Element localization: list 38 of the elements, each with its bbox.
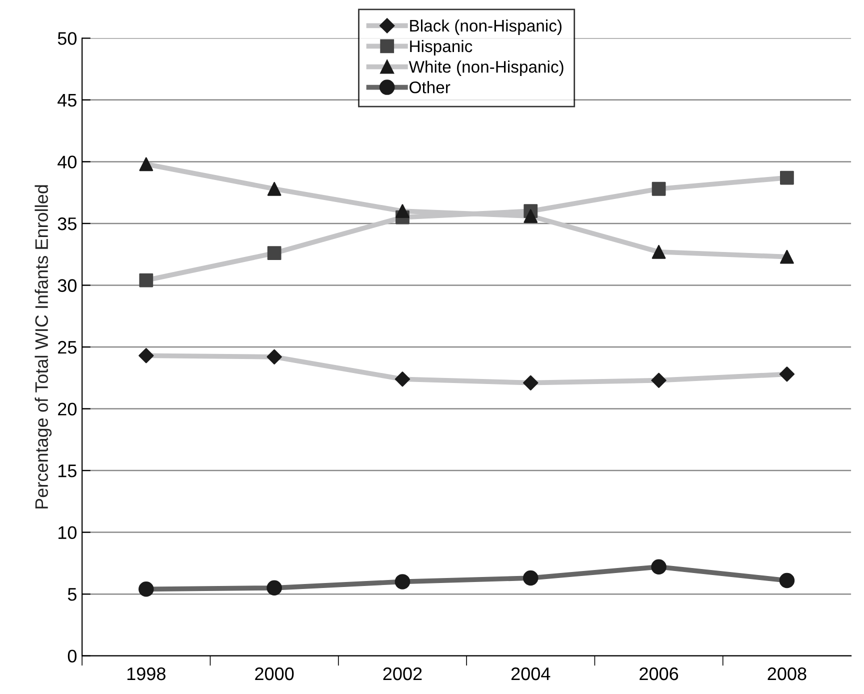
y-tick-label: 10: [58, 526, 77, 540]
x-tick-label: 2004: [511, 667, 550, 680]
legend-label: Hispanic: [410, 40, 472, 56]
y-axis-title: Percentage of Total WIC Infants Enrolled: [34, 185, 52, 508]
point: [267, 182, 282, 196]
x-tick-label: 2000: [255, 667, 294, 680]
point: [523, 375, 538, 390]
y-tick-label: 0: [68, 650, 77, 663]
y-tick-label: 35: [58, 217, 76, 230]
y-tick-label: 50: [58, 32, 77, 45]
legend-label: Black (non-Hispanic): [410, 19, 562, 35]
point: [652, 182, 666, 196]
x-tick-label: 1998: [127, 667, 166, 680]
y-tick-label: 45: [58, 94, 76, 107]
point: [524, 209, 538, 223]
y-tick-label: 25: [58, 340, 76, 354]
point: [780, 250, 794, 264]
y-tick-label: 15: [58, 464, 76, 478]
x-tick-label: 2002: [383, 667, 422, 680]
y-tick-label: 20: [58, 402, 77, 416]
point: [652, 244, 666, 259]
legend-label: Other: [410, 81, 450, 94]
x-tick-label: 2006: [640, 667, 678, 680]
y-tick-label: 30: [58, 279, 77, 292]
point: [396, 204, 410, 218]
point: [139, 157, 154, 172]
y-tick-label: 5: [68, 588, 76, 601]
point: [779, 366, 795, 382]
y-tick-label: 40: [58, 156, 77, 168]
point: [780, 170, 794, 185]
point: [138, 348, 154, 364]
legend-label: White (non-Hispanic): [408, 60, 564, 76]
x-tick-label: 2008: [768, 667, 806, 680]
point: [651, 372, 666, 388]
point: [266, 349, 282, 364]
point: [139, 273, 154, 288]
point: [267, 246, 282, 260]
point: [394, 372, 410, 387]
